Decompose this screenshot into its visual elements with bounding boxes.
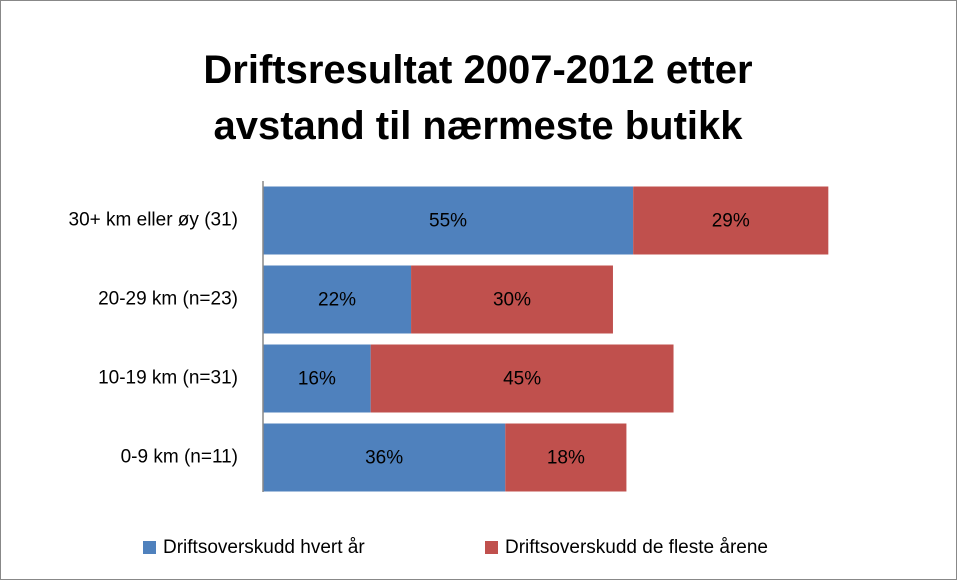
legend-label: Driftsoverskudd hvert år bbox=[163, 537, 365, 558]
legend-label: Driftsoverskudd de fleste årene bbox=[505, 537, 768, 558]
bar-segment bbox=[263, 423, 506, 492]
bar-segment bbox=[411, 265, 613, 334]
data-label: 45% bbox=[503, 369, 541, 390]
data-label: 55% bbox=[429, 211, 467, 232]
bar-segment bbox=[370, 344, 674, 413]
bar-segment bbox=[633, 186, 829, 255]
y-tick-label: 30+ km eller øy (31) bbox=[69, 210, 238, 231]
data-label: 30% bbox=[493, 290, 531, 311]
data-label: 16% bbox=[298, 369, 336, 390]
y-tick-label: 0-9 km (n=11) bbox=[121, 447, 238, 468]
y-tick-label: 10-19 km (n=31) bbox=[98, 368, 238, 389]
legend-swatch bbox=[485, 541, 498, 554]
y-tick-label: 20-29 km (n=23) bbox=[98, 289, 238, 310]
data-label: 18% bbox=[547, 448, 585, 469]
data-label: 22% bbox=[318, 290, 356, 311]
bar-segment bbox=[263, 344, 371, 413]
chart-title: Driftsresultat 2007-2012 etter avstand t… bbox=[203, 48, 753, 148]
bar-segment bbox=[263, 186, 634, 255]
data-label: 29% bbox=[712, 211, 750, 232]
data-label: 36% bbox=[365, 448, 403, 469]
bar-segment bbox=[263, 265, 412, 334]
legend-swatch bbox=[143, 541, 156, 554]
bar-segment bbox=[505, 423, 627, 492]
